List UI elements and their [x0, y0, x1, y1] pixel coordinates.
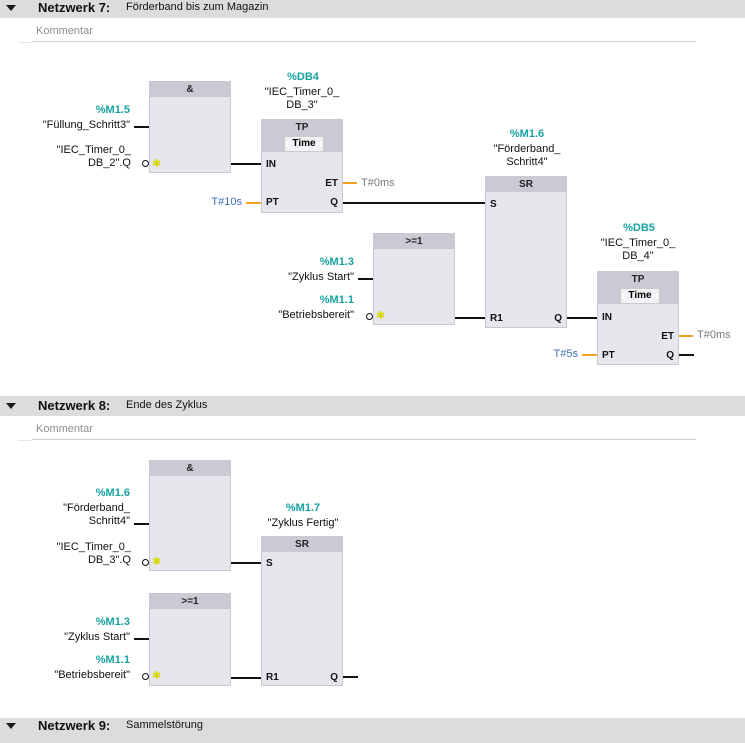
network-title[interactable]: Förderband bis zum Magazin — [126, 1, 269, 13]
db-address[interactable]: %DB5 — [623, 222, 655, 234]
wire — [358, 278, 373, 280]
tp-timer-block[interactable]: TP Time IN ET PT Q — [261, 119, 343, 213]
or-block[interactable]: >=1 — [149, 593, 231, 686]
pin-q: Q — [554, 313, 562, 324]
comment-field[interactable]: Kommentar — [32, 23, 696, 42]
star-icon: ✱ — [376, 310, 386, 322]
operand-name[interactable]: "Förderband_ Schritt4" — [493, 143, 561, 168]
operand-name[interactable]: "IEC_Timer_0_ DB_3".Q — [56, 541, 131, 566]
network-title[interactable]: Ende des Zyklus — [126, 399, 208, 411]
sr-block[interactable]: SR S R1 Q — [485, 176, 567, 328]
wire — [567, 317, 597, 319]
db-instance-name[interactable]: "IEC_Timer_0_ DB_4" — [600, 237, 676, 262]
comment-margin — [18, 421, 32, 441]
or-block-header: >=1 — [150, 594, 230, 609]
et-wire — [679, 335, 693, 337]
collapse-triangle-icon[interactable] — [6, 723, 16, 729]
wire — [679, 354, 694, 356]
or-block-header: >=1 — [374, 234, 454, 249]
pt-wire — [246, 202, 261, 204]
operand-name[interactable]: "Zyklus Start" — [288, 271, 354, 283]
operand-address[interactable]: %M1.6 — [509, 128, 545, 140]
pin-q: Q — [330, 197, 338, 208]
pin-s: S — [266, 558, 273, 569]
star-icon: ✱ — [152, 670, 162, 682]
and-block-header: & — [150, 82, 230, 97]
db-instance-name[interactable]: "IEC_Timer_0_ DB_3" — [264, 86, 340, 111]
wire — [455, 317, 485, 319]
operand-name[interactable]: "IEC_Timer_0_ DB_2".Q — [56, 144, 131, 169]
wire — [231, 562, 261, 564]
operand-name[interactable]: "Betriebsbereit" — [278, 309, 354, 321]
operand-name[interactable]: "Zyklus Fertig" — [267, 517, 339, 529]
negation-circle — [142, 559, 149, 566]
operand-address[interactable]: %M1.1 — [95, 654, 130, 666]
pin-in: IN — [602, 312, 612, 323]
pin-r1: R1 — [490, 313, 503, 324]
pin-pt: PT — [602, 350, 615, 361]
network7-header[interactable]: Netzwerk 7: Förderband bis zum Magazin — [0, 0, 745, 18]
tp-timer-block[interactable]: TP Time IN ET PT Q — [597, 271, 679, 365]
operand-address[interactable]: %M1.5 — [95, 104, 130, 116]
et-value[interactable]: T#0ms — [361, 177, 395, 189]
pt-value[interactable]: T#10s — [211, 196, 242, 208]
operand-address[interactable]: %M1.1 — [319, 294, 354, 306]
pin-q: Q — [666, 350, 674, 361]
sr-header: SR — [262, 537, 342, 552]
et-value[interactable]: T#0ms — [697, 329, 731, 341]
tp-label: TP — [631, 274, 645, 285]
network-title[interactable]: Sammelstörung — [126, 719, 204, 731]
wire — [343, 676, 358, 678]
pin-et: ET — [325, 178, 338, 189]
db-address[interactable]: %DB4 — [287, 71, 319, 83]
pt-value[interactable]: T#5s — [553, 348, 578, 360]
network-number: Netzwerk 9: — [38, 718, 111, 733]
operand-name[interactable]: "Zyklus Start" — [64, 631, 130, 643]
pin-q: Q — [330, 672, 338, 683]
sr-header: SR — [486, 177, 566, 192]
comment-field[interactable]: Kommentar — [32, 421, 696, 440]
and-block-header: & — [150, 461, 230, 476]
operand-address[interactable]: %M1.3 — [319, 256, 354, 268]
star-icon: ✱ — [152, 158, 162, 170]
negation-circle — [142, 160, 149, 167]
operand-name[interactable]: "Füllung_Schritt3" — [42, 119, 130, 131]
or-block[interactable]: >=1 — [373, 233, 455, 325]
pin-pt: PT — [266, 197, 279, 208]
comment-margin — [18, 23, 32, 43]
operand-name[interactable]: "Betriebsbereit" — [54, 669, 130, 681]
and-block[interactable]: & — [149, 460, 231, 571]
wire — [343, 202, 485, 204]
wire — [231, 677, 261, 679]
negation-circle — [142, 673, 149, 680]
negation-circle — [366, 313, 373, 320]
network8-header[interactable]: Netzwerk 8: Ende des Zyklus — [0, 396, 745, 416]
network9-header[interactable]: Netzwerk 9: Sammelstörung — [0, 718, 745, 743]
pin-in: IN — [266, 159, 276, 170]
timer-type[interactable]: Time — [620, 288, 660, 304]
network-number: Netzwerk 7: — [38, 0, 111, 15]
timer-type[interactable]: Time — [284, 136, 324, 152]
star-icon: ✱ — [152, 556, 162, 568]
et-wire — [343, 182, 357, 184]
collapse-triangle-icon[interactable] — [6, 5, 16, 11]
pt-wire — [582, 354, 597, 356]
operand-address[interactable]: %M1.6 — [95, 487, 130, 499]
wire — [134, 523, 149, 525]
wire — [134, 638, 149, 640]
pin-r1: R1 — [266, 672, 279, 683]
network-number: Netzwerk 8: — [38, 398, 111, 413]
tp-label: TP — [295, 122, 309, 133]
sr-block[interactable]: SR S R1 Q — [261, 536, 343, 686]
pin-et: ET — [661, 331, 674, 342]
collapse-triangle-icon[interactable] — [6, 403, 16, 409]
operand-address[interactable]: %M1.3 — [95, 616, 130, 628]
and-block[interactable]: & — [149, 81, 231, 173]
wire — [134, 126, 149, 128]
pin-s: S — [490, 199, 497, 210]
operand-name[interactable]: "Förderband_ Schritt4" — [63, 502, 130, 527]
wire — [231, 163, 261, 165]
operand-address[interactable]: %M1.7 — [285, 502, 321, 514]
